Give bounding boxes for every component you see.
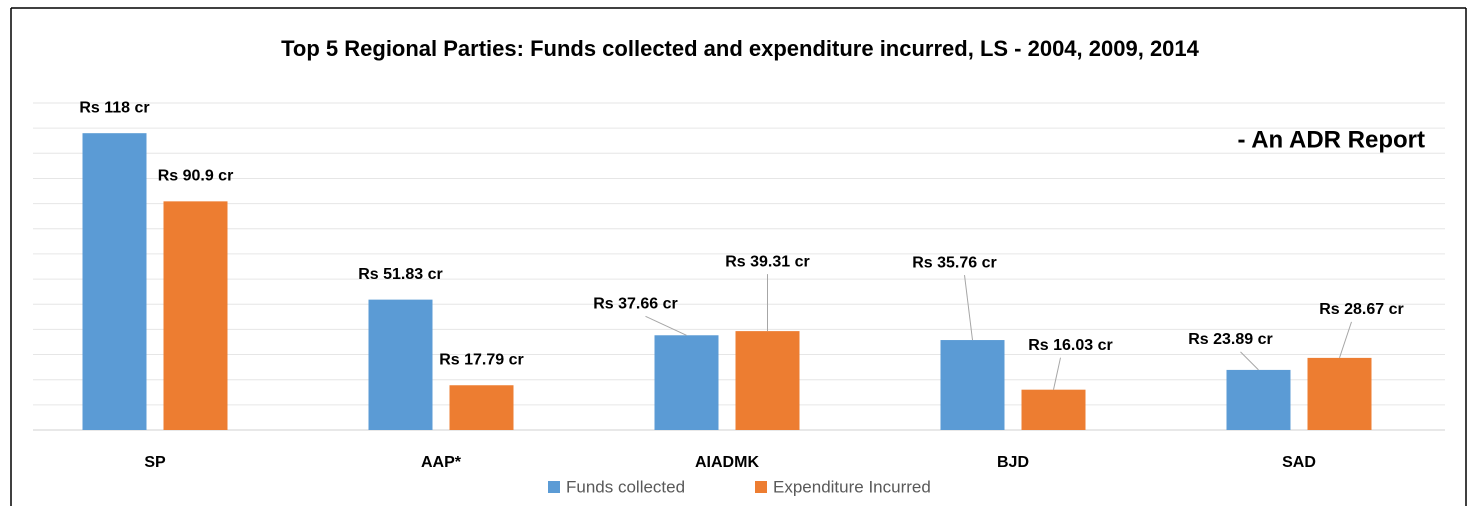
data-label: Rs 37.66 cr	[593, 295, 678, 312]
data-label: Rs 16.03 cr	[1028, 337, 1113, 354]
data-label: Rs 39.31 cr	[725, 253, 810, 270]
legend-swatch	[548, 481, 560, 493]
data-label: Rs 28.67 cr	[1319, 301, 1404, 318]
data-label: Rs 90.9 cr	[158, 168, 234, 185]
x-tick-label: BJD	[997, 454, 1029, 471]
data-label: Rs 17.79 cr	[439, 351, 524, 368]
bar	[1226, 369, 1291, 430]
x-tick-label: SAD	[1282, 454, 1316, 471]
x-tick-label: AAP*	[421, 454, 462, 471]
bar	[163, 201, 228, 430]
annotation: - An ADR Report	[1237, 126, 1425, 153]
legend-swatch	[755, 481, 767, 493]
bar	[82, 133, 147, 430]
bar	[940, 340, 1005, 430]
data-label: Rs 51.83 cr	[358, 266, 443, 283]
leader-line	[1053, 357, 1061, 390]
x-tick-label: AIADMK	[695, 454, 759, 471]
leader-line	[645, 315, 687, 336]
leader-line	[1339, 321, 1352, 359]
leader-line	[1240, 351, 1259, 371]
x-tick-label: SP	[144, 454, 166, 471]
bar	[735, 331, 800, 430]
leader-line	[964, 274, 973, 341]
data-label: Rs 118 cr	[79, 99, 149, 116]
chart-title: Top 5 Regional Parties: Funds collected …	[281, 36, 1200, 61]
data-label: Rs 35.76 cr	[912, 254, 997, 271]
bar	[1021, 389, 1086, 430]
bar	[654, 335, 719, 430]
bar	[368, 299, 433, 430]
legend-label: Funds collected	[566, 477, 685, 496]
bar	[1307, 357, 1372, 430]
data-label: Rs 23.89 cr	[1188, 331, 1273, 348]
legend-label: Expenditure Incurred	[773, 477, 931, 496]
bar	[449, 385, 514, 430]
